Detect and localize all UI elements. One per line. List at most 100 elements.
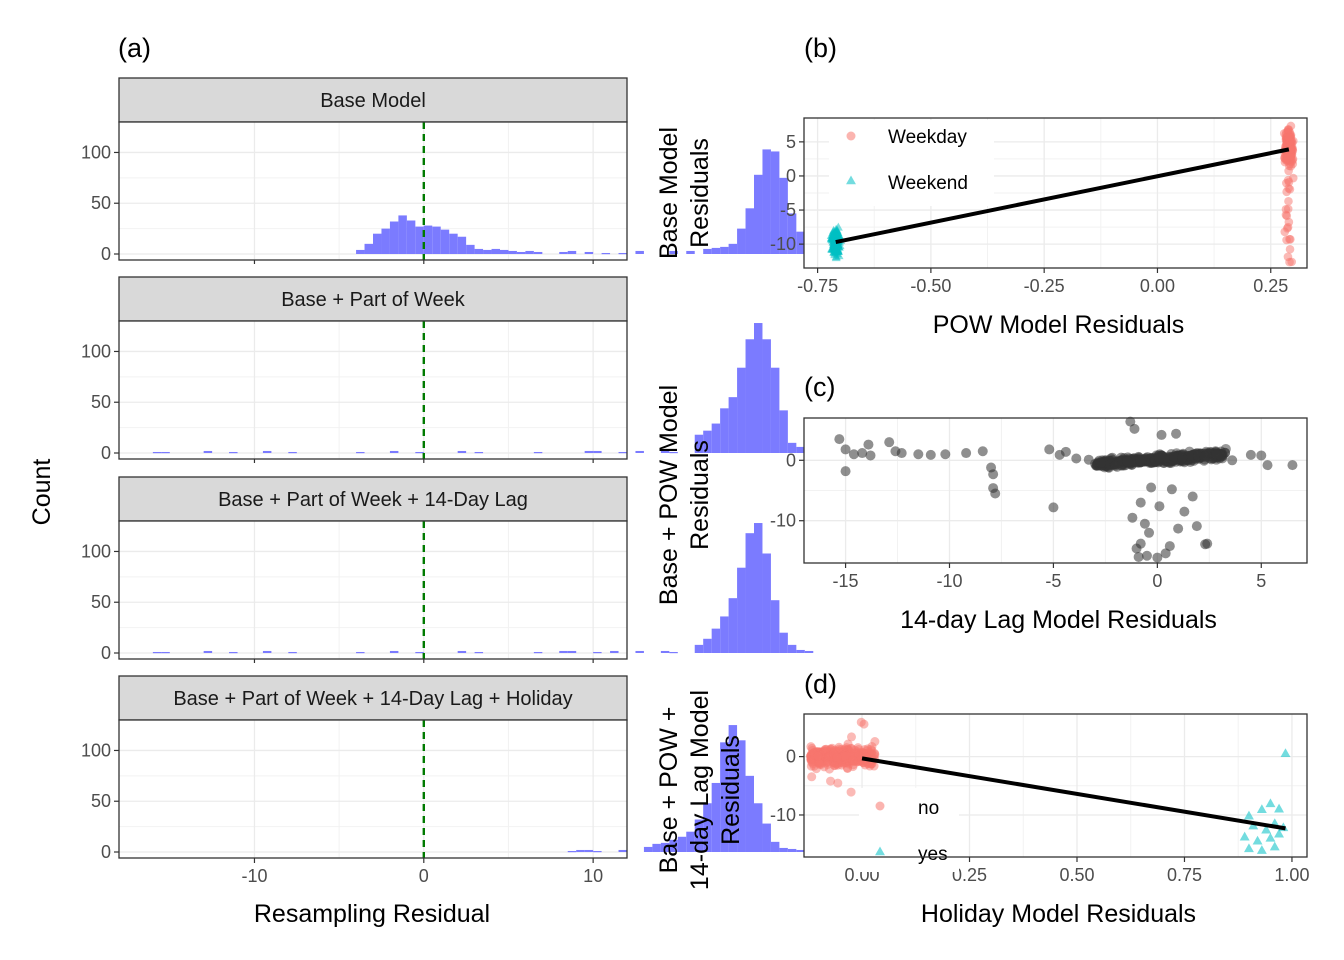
facet-1-bar — [373, 233, 382, 254]
panel-b-border — [803, 117, 1308, 269]
facet-1-bar — [533, 251, 543, 254]
panel-c-point — [1199, 450, 1210, 461]
facet-4-bar — [754, 803, 763, 852]
facet-2-strip — [118, 276, 628, 322]
facet-3-bar — [262, 650, 272, 653]
panel-c-y-tick-label: -10 — [770, 511, 796, 531]
panel-c-point — [1245, 449, 1256, 460]
facet-2-bar — [703, 430, 712, 453]
panel-c-x-tick-label: 0 — [1152, 571, 1162, 591]
facet-1-bar — [516, 251, 526, 254]
panel-c-point — [1129, 423, 1140, 434]
facet-3-bar — [415, 651, 424, 654]
facet-3-border — [118, 520, 628, 660]
facet-1-bar — [686, 250, 695, 254]
panel-c-point — [1044, 444, 1055, 455]
panel-c-point — [840, 466, 851, 477]
panel-c-point — [857, 448, 868, 459]
panel-c-y-title-line-1: Base + POW Model — [655, 385, 683, 605]
yes-point — [1265, 798, 1276, 808]
panel-c-point — [1071, 453, 1082, 464]
facet-4-bar — [711, 782, 721, 852]
panel-c-x-tick-label: -15 — [833, 571, 859, 591]
legend-weekday-label: Weekday — [888, 127, 967, 148]
panel-a-y-title: Count — [28, 459, 56, 526]
facet-1-bar — [389, 221, 399, 254]
facet-2-y-tick-label: 50 — [91, 392, 111, 412]
facet-2-title: Base + Part of Week — [281, 289, 466, 311]
panel-c-point — [1173, 523, 1184, 534]
panel-c-point — [1156, 429, 1167, 440]
panel-c-point — [925, 449, 936, 460]
facet-1-bar — [474, 248, 484, 254]
panel-c-point — [1110, 460, 1121, 471]
panel-c-point — [1144, 527, 1155, 538]
facet-1-bar — [762, 149, 771, 254]
legend-weekend-label: Weekend — [888, 173, 968, 194]
facet-2-bar — [229, 451, 238, 454]
facet-3-bar — [229, 651, 238, 654]
facet-4-bar — [584, 849, 594, 852]
facet-2-plot-bg — [119, 321, 627, 459]
no-point — [833, 778, 843, 788]
yes-point — [1280, 748, 1291, 757]
weekday-point — [1285, 244, 1295, 254]
panel-b-tag: (b) — [804, 33, 837, 63]
panel-d-legend-bg — [859, 788, 959, 872]
facet-1-bar — [525, 250, 534, 254]
panel-c-point — [1191, 521, 1202, 532]
facet-3-bar — [457, 650, 467, 653]
panel-c-point — [840, 444, 851, 455]
facet-3-bar — [804, 650, 814, 653]
panel-b-x-tick-label: 0.25 — [1253, 276, 1288, 296]
no-point — [840, 751, 850, 761]
panel-c-point — [1127, 512, 1138, 523]
weekend-point — [830, 246, 840, 255]
panel-b-x-tick-label: -0.50 — [910, 276, 951, 296]
panel-c-point — [1164, 541, 1175, 552]
facet-2-bar — [203, 450, 213, 453]
panel-d-x-tick-label: 0.50 — [1059, 865, 1094, 885]
facet-2-bar — [474, 451, 484, 454]
no-point — [847, 732, 857, 742]
panel-d-y-tick-label: 0 — [786, 747, 796, 767]
panel-c-x-tick-label: -10 — [936, 571, 962, 591]
facet-1-bar — [728, 243, 738, 254]
panel-c-point — [1133, 551, 1144, 562]
weekend-point — [829, 229, 839, 238]
facet-1-y-tick-label: 50 — [91, 193, 111, 213]
yes-point — [1256, 845, 1267, 854]
panel-c-point — [1135, 455, 1146, 466]
panel-c-point — [1141, 550, 1152, 561]
facet-2-bar — [593, 450, 602, 453]
facet-1-bar — [491, 248, 500, 254]
panel-c-point — [1122, 456, 1133, 467]
panel-c-point — [990, 488, 1001, 499]
panel-b-y-title-line-2: Residuals — [686, 138, 714, 248]
facet-1-bar — [737, 228, 746, 254]
panel-b-y-tick-label: 0 — [786, 166, 796, 186]
facet-1-bar — [618, 252, 627, 255]
panel-c-point — [1187, 491, 1198, 502]
facet-2-bar — [152, 451, 162, 454]
facet-2-bar — [533, 451, 543, 454]
panel-c-point — [1131, 543, 1142, 554]
facet-4-bar — [576, 849, 585, 852]
panel-c-point — [1095, 457, 1106, 468]
facet-4-title: Base + Part of Week + 14-Day Lag + Holid… — [173, 688, 572, 710]
facet-3-bar — [787, 644, 797, 653]
no-point — [847, 744, 857, 754]
panel-c-point — [1146, 482, 1157, 493]
panel-b-x-tick-label: -0.75 — [797, 276, 838, 296]
facet-1-bar — [745, 208, 754, 254]
panel-d-x-tick-label: 1.00 — [1274, 865, 1309, 885]
facet-3-bar — [389, 650, 399, 653]
panel-c-point — [961, 448, 972, 459]
facet-2-y-tick-label: 100 — [81, 341, 111, 361]
facet-4-x-tick-label: 0 — [419, 866, 429, 886]
facet-4-x-tick-label: 10 — [583, 866, 603, 886]
facet-4-y-tick-label: 0 — [101, 842, 111, 862]
facet-2-bar — [356, 451, 365, 454]
facet-2-bar — [635, 450, 644, 453]
panel-b-y-tick-label: -5 — [780, 200, 796, 220]
